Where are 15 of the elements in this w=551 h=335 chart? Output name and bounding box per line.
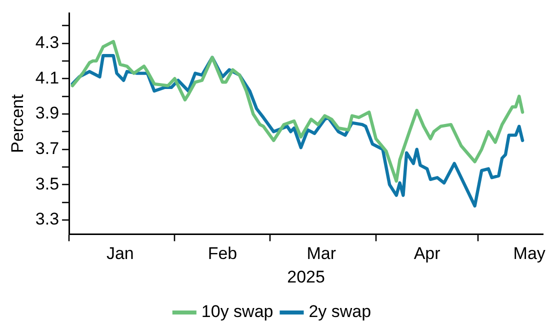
- y-tick-label: 3.7: [35, 139, 60, 158]
- x-axis-title: 2025: [287, 267, 325, 286]
- y-tick-label: 3.9: [35, 104, 60, 123]
- y-axis-title: Percent: [8, 94, 27, 153]
- y-tick-label: 4.3: [35, 32, 60, 52]
- x-tick-label: Jan: [106, 244, 134, 264]
- x-tick-label: May: [513, 244, 546, 264]
- x-tick-label: Feb: [208, 244, 238, 264]
- legend-label: 10y swap: [201, 302, 274, 322]
- x-tick-label: Mar: [306, 244, 336, 264]
- legend-label: 2y swap: [308, 302, 372, 322]
- y-tick-label: 4.1: [35, 68, 60, 88]
- x-tick-label: Apr: [414, 244, 441, 264]
- y-tick-label: 3.5: [35, 174, 60, 194]
- y-tick-label: 3.3: [35, 210, 60, 229]
